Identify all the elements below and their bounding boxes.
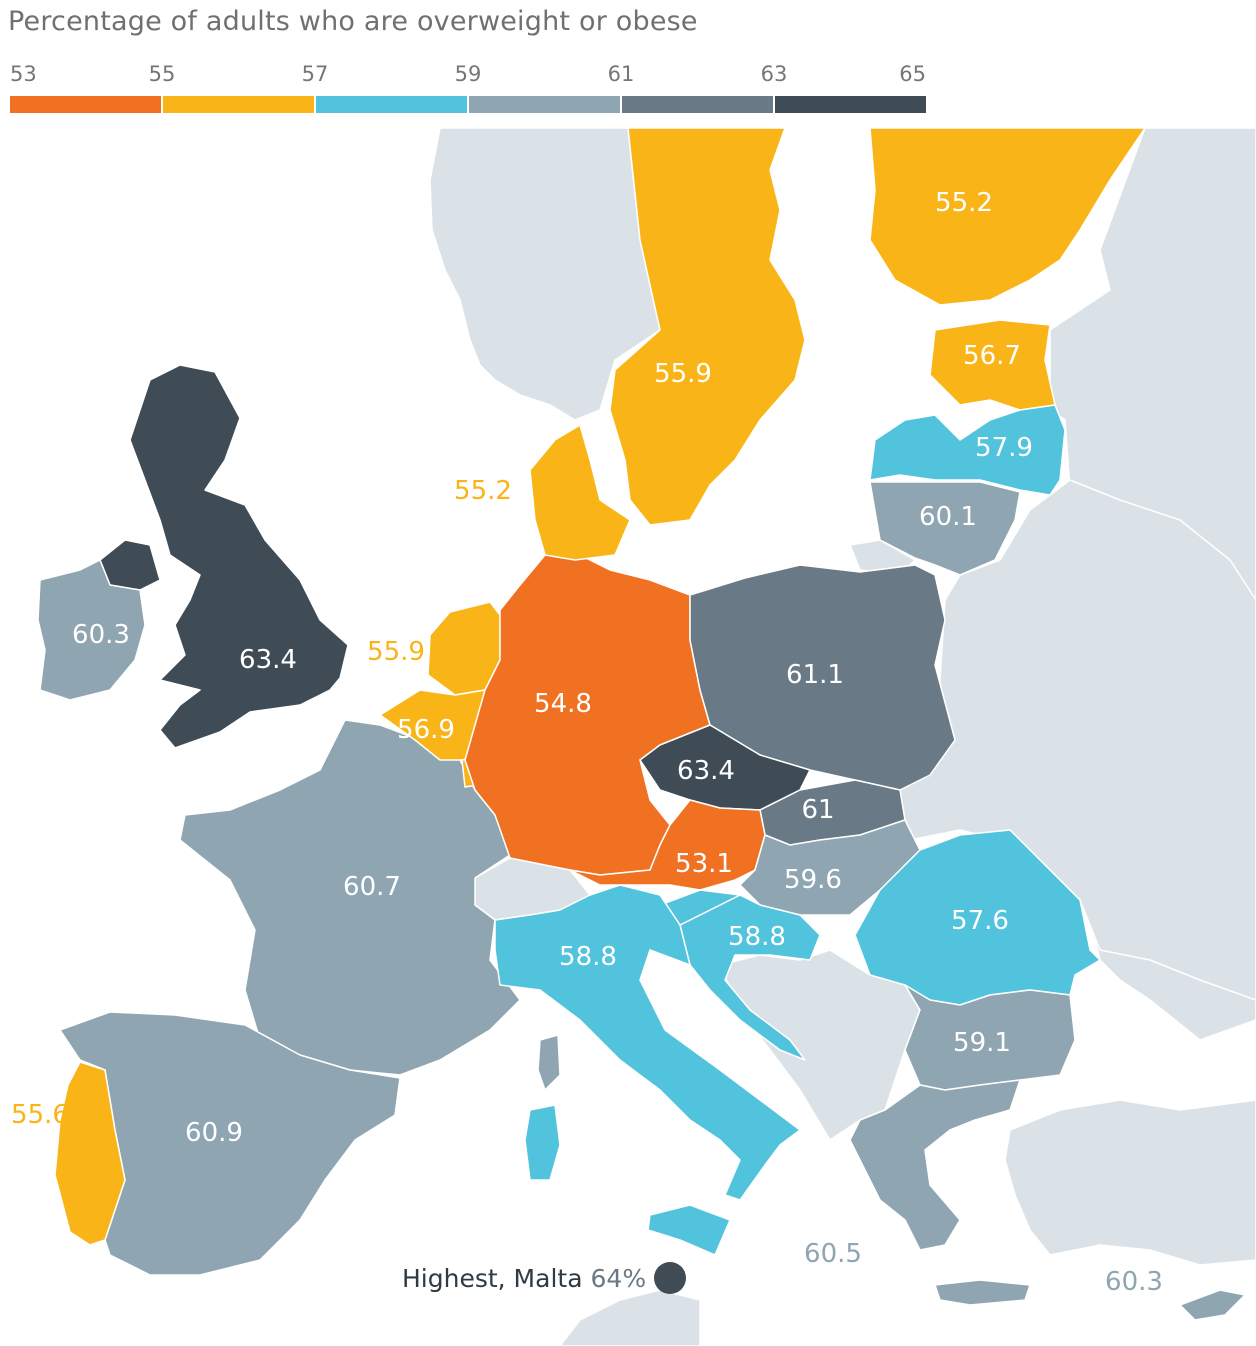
country-cyprus [1179, 1289, 1246, 1321]
malta-callout-value: 64% [590, 1263, 647, 1293]
country-lithuania [869, 481, 1021, 576]
label-finland: 55.2 [935, 188, 993, 218]
label-romania: 57.6 [951, 906, 1009, 936]
country-sardinia [524, 1104, 561, 1181]
label-spain: 60.9 [185, 1118, 243, 1148]
country-uk [129, 364, 349, 749]
label-uk: 63.4 [239, 645, 297, 675]
label-portugal: 55.6 [11, 1100, 69, 1130]
country-latvia [869, 404, 1066, 496]
africa-land [559, 1289, 701, 1346]
label-denmark: 55.2 [454, 476, 512, 506]
malta-dot [654, 1262, 687, 1294]
label-austria: 53.1 [675, 849, 733, 879]
legend-tick-63: 63 [760, 62, 788, 86]
label-germany: 54.8 [534, 689, 592, 719]
malta-callout-label: Highest, Malta [402, 1263, 583, 1293]
country-denmark [529, 424, 631, 561]
label-france: 60.7 [343, 872, 401, 902]
label-ireland: 60.3 [72, 620, 130, 650]
legend-tick-55: 55 [148, 62, 176, 86]
label-hungary: 59.6 [784, 865, 842, 895]
country-germany [464, 549, 711, 876]
country-sweden [609, 127, 806, 526]
label-latvia: 57.9 [975, 433, 1033, 463]
country-austria [569, 799, 766, 891]
country-romania [854, 829, 1101, 1006]
country-corsica [537, 1034, 561, 1091]
label-greece: 60.5 [804, 1239, 862, 1269]
country-bulgaria [904, 984, 1076, 1091]
legend-bin-63-65 [775, 96, 926, 113]
chart-title: Percentage of adults who are overweight … [8, 6, 698, 37]
country-poland [689, 564, 956, 791]
balkans-land [719, 949, 921, 1141]
legend-bin-55-57 [163, 96, 314, 113]
country-portugal [54, 1061, 126, 1246]
label-netherlands: 55.9 [367, 637, 425, 667]
label-belgium: 56.9 [397, 715, 455, 745]
color-legend: 53 55 57 59 61 63 65 [10, 62, 926, 118]
legend-bin-53-55 [10, 96, 161, 113]
legend-bin-57-59 [316, 96, 467, 113]
label-cyprus: 60.3 [1105, 1267, 1163, 1297]
country-greece [849, 1079, 1021, 1251]
legend-tick-59: 59 [454, 62, 482, 86]
label-bulgaria: 59.1 [953, 1028, 1011, 1058]
label-estonia: 56.7 [963, 341, 1021, 371]
label-croatia: 58.8 [728, 922, 786, 952]
country-crete [934, 1279, 1031, 1306]
country-italy [494, 884, 801, 1201]
legend-bin-61-63 [622, 96, 773, 113]
legend-tick-65: 65 [899, 62, 926, 86]
country-sicily [647, 1204, 731, 1256]
label-lithuania: 60.1 [919, 502, 977, 532]
label-slovakia: 61 [801, 795, 834, 825]
label-sweden: 55.9 [654, 359, 712, 389]
turkey-land [1004, 1099, 1256, 1266]
label-czechia: 63.4 [677, 756, 735, 786]
legend-tick-57: 57 [301, 62, 329, 86]
legend-tick-53: 53 [10, 62, 37, 86]
country-ireland [37, 559, 146, 701]
country-croatia [679, 894, 821, 1061]
country-finland [869, 127, 1146, 306]
label-poland: 61.1 [786, 660, 844, 690]
legend-tick-61: 61 [607, 62, 635, 86]
label-italy: 58.8 [559, 942, 617, 972]
legend-bin-59-61 [469, 96, 620, 113]
malta-callout: Highest, Malta 64% [402, 1262, 687, 1294]
